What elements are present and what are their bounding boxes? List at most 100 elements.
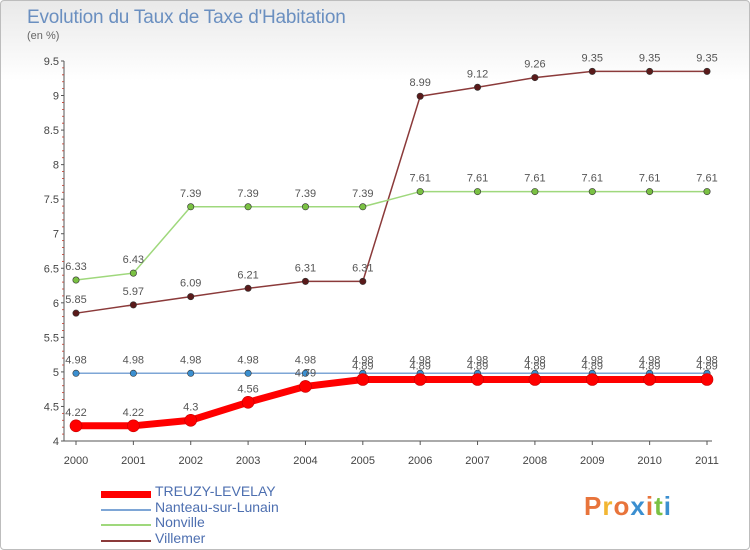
data-point [703, 188, 711, 196]
data-label: 9.12 [467, 68, 488, 80]
data-point [646, 67, 654, 75]
y-tick-label: 7.5 [44, 194, 59, 206]
legend-swatch [101, 524, 151, 526]
data-label: 9.35 [696, 52, 717, 64]
data-point [244, 369, 252, 377]
logo-letter: x [630, 491, 646, 521]
data-label: 7.39 [180, 188, 201, 200]
data-label: 4.98 [180, 354, 201, 366]
data-label: 9.35 [639, 52, 660, 64]
data-label: 9.35 [582, 52, 603, 64]
data-point [72, 276, 80, 284]
data-label: 4.89 [582, 361, 603, 373]
data-point [356, 373, 370, 386]
proxiti-logo: Proxiti [584, 491, 672, 522]
data-label: 4.89 [409, 361, 430, 373]
data-label: 4.98 [65, 354, 86, 366]
data-label: 4.98 [582, 354, 603, 366]
data-label: 4.22 [65, 407, 86, 419]
legend-swatch [101, 490, 151, 498]
y-tick-label: 6 [53, 298, 59, 310]
y-tick-label: 8 [53, 160, 59, 172]
data-point [187, 293, 195, 301]
logo-letter: o [613, 491, 631, 521]
data-label: 4.89 [467, 361, 488, 373]
data-label: 7.61 [696, 173, 717, 185]
y-tick-label: 9.5 [44, 56, 59, 68]
data-point [474, 188, 482, 196]
data-point [301, 203, 309, 211]
data-point [588, 188, 596, 196]
data-label: 6.21 [237, 269, 258, 281]
data-label: 4.89 [696, 361, 717, 373]
data-point [129, 369, 137, 377]
data-label: 7.61 [582, 173, 603, 185]
series-line-2 [75, 190, 708, 281]
x-tick-label: 2003 [236, 455, 260, 467]
x-tick-label: 2001 [121, 455, 145, 467]
data-label: 4.98 [295, 354, 316, 366]
legend-label: Villemer [155, 529, 206, 546]
data-point [528, 373, 542, 386]
data-point [299, 380, 312, 393]
data-point [127, 419, 140, 433]
data-label: 6.31 [295, 262, 316, 274]
data-point [69, 419, 83, 433]
data-label: 4.79 [295, 367, 316, 379]
y-tick-label: 8.5 [44, 125, 59, 137]
data-point [703, 67, 711, 75]
data-point [129, 301, 137, 309]
data-label: 8.99 [409, 77, 430, 89]
x-tick-label: 2004 [293, 455, 317, 467]
legend-label: TREUZY-LEVELAY [155, 483, 276, 499]
legend-swatch [101, 539, 151, 542]
series-line-0 [72, 376, 711, 430]
y-tick-label: 9 [53, 91, 59, 103]
x-tick-label: 2005 [351, 455, 375, 467]
data-label: 6.33 [65, 261, 86, 273]
logo-letter: P [584, 491, 603, 521]
data-label: 4.89 [639, 361, 660, 373]
x-tick-label: 2011 [695, 455, 719, 467]
data-point [413, 373, 427, 386]
data-point [244, 284, 252, 292]
data-label: 4.56 [237, 383, 258, 395]
data-point [531, 74, 539, 82]
x-tick-label: 2002 [178, 455, 202, 467]
x-tick-label: 2008 [523, 455, 547, 467]
data-label: 7.39 [352, 188, 373, 200]
data-label: 7.39 [237, 188, 258, 200]
data-label: 4.3 [183, 401, 198, 413]
data-label: 4.98 [696, 354, 717, 366]
data-point [416, 188, 424, 196]
data-label: 6.09 [180, 278, 201, 290]
data-point [187, 369, 195, 377]
y-tick-label: 5.5 [44, 332, 59, 344]
data-label: 4.98 [524, 354, 545, 366]
data-point [646, 188, 654, 196]
unit-label: (en %) [27, 30, 60, 42]
data-label: 4.98 [409, 354, 430, 366]
data-label: 7.61 [467, 173, 488, 185]
data-point [700, 373, 714, 386]
data-point [244, 203, 252, 211]
data-label: 4.98 [123, 354, 144, 366]
x-tick-label: 2000 [64, 455, 88, 467]
x-tick-label: 2009 [580, 455, 604, 467]
data-point [301, 277, 309, 285]
data-label: 6.43 [123, 254, 144, 266]
data-label: 4.98 [237, 354, 258, 366]
data-label: 4.98 [639, 354, 660, 366]
data-label: 4.89 [352, 361, 373, 373]
y-tick-label: 5 [53, 367, 59, 379]
data-point [72, 369, 80, 377]
legend-label: Nonville [155, 514, 205, 530]
logo-letter: r [602, 491, 614, 521]
data-point [585, 373, 599, 386]
data-label: 6.31 [352, 262, 373, 274]
y-tick-label: 4.5 [44, 401, 59, 413]
data-point [471, 373, 484, 386]
data-point [359, 277, 367, 285]
